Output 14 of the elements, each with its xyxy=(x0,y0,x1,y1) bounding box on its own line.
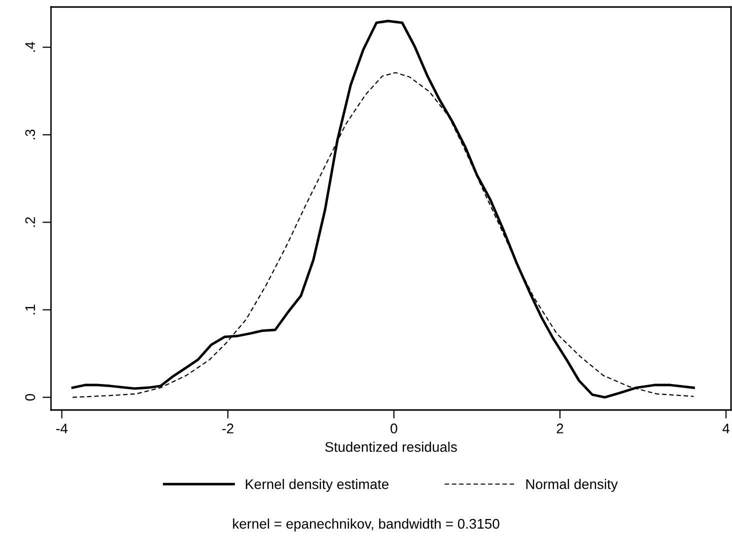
y-tick-label: .3 xyxy=(25,130,36,140)
x-tick-label: -4 xyxy=(56,424,68,434)
legend-label: Normal density xyxy=(526,478,618,492)
x-tick-label: 0 xyxy=(390,424,398,434)
y-tick-label: .1 xyxy=(25,304,35,314)
y-tick-label: .4 xyxy=(25,42,35,52)
legend-label: Kernel density estimate xyxy=(246,478,388,492)
x-tick-label: 4 xyxy=(722,424,730,434)
text: kernel = epanechnikov, bandwidth = 0.3150 xyxy=(233,518,500,532)
y-tick-label: 0 xyxy=(25,394,36,401)
x-axis-title: Studentized residuals xyxy=(325,442,457,452)
x-tick-label: -2 xyxy=(222,424,234,434)
x-tick-label: 2 xyxy=(556,424,564,434)
y-tick-label: .2 xyxy=(25,217,35,227)
